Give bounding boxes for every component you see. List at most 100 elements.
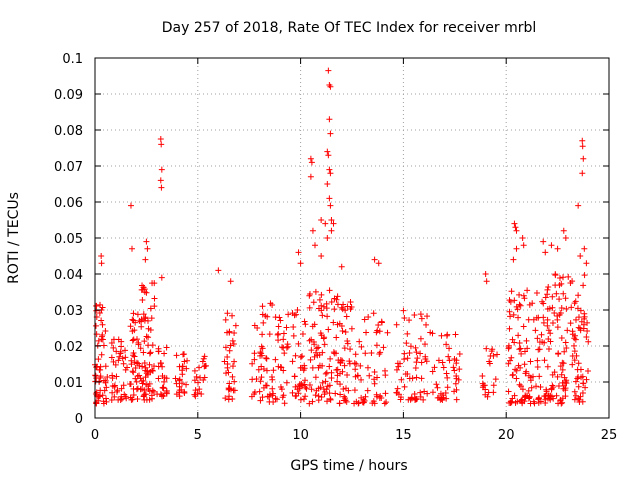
- data-point: [418, 359, 425, 366]
- data-point: [334, 372, 341, 379]
- data-point: [515, 362, 522, 369]
- data-point: [130, 317, 137, 324]
- data-point: [163, 387, 170, 394]
- data-point: [327, 170, 334, 177]
- data-point: [201, 363, 208, 370]
- data-point: [137, 375, 144, 382]
- data-point: [158, 141, 165, 148]
- data-point: [328, 217, 335, 223]
- data-point: [313, 345, 320, 352]
- data-point: [452, 331, 459, 338]
- data-point: [374, 374, 381, 381]
- data-point: [143, 381, 150, 388]
- data-point: [509, 372, 516, 379]
- data-point: [253, 376, 260, 383]
- data-point: [401, 356, 408, 363]
- data-point: [276, 314, 283, 321]
- data-point: [130, 352, 137, 359]
- data-point: [328, 369, 335, 376]
- data-point: [325, 326, 332, 333]
- data-point: [149, 342, 156, 349]
- data-point: [375, 260, 382, 267]
- data-point: [229, 395, 236, 402]
- data-point: [513, 375, 520, 382]
- data-point: [318, 217, 325, 223]
- data-point: [571, 332, 578, 339]
- data-point: [341, 345, 348, 352]
- data-point: [340, 385, 347, 392]
- data-point: [533, 383, 540, 390]
- data-point: [110, 358, 117, 365]
- data-point: [224, 310, 231, 317]
- data-point: [483, 345, 490, 352]
- data-point: [98, 351, 105, 358]
- data-point: [417, 335, 424, 342]
- data-point: [512, 366, 519, 373]
- data-point: [537, 384, 544, 391]
- data-point: [517, 302, 524, 309]
- data-point: [525, 316, 532, 323]
- data-point: [114, 387, 121, 394]
- data-point: [413, 349, 420, 356]
- data-point: [505, 388, 512, 395]
- data-point: [226, 380, 233, 387]
- data-point: [155, 375, 162, 382]
- data-point: [479, 373, 486, 380]
- data-point: [202, 362, 209, 369]
- data-point: [280, 330, 287, 337]
- data-point: [553, 392, 560, 399]
- data-point: [280, 344, 287, 351]
- y-tick-label: 0.09: [54, 88, 83, 103]
- data-point: [227, 342, 234, 349]
- data-point: [134, 311, 141, 318]
- data-point: [393, 389, 400, 396]
- data-point: [330, 220, 337, 227]
- data-point: [348, 325, 355, 332]
- data-point: [334, 301, 341, 308]
- data-point: [260, 366, 267, 373]
- data-point: [342, 397, 349, 404]
- data-point: [320, 335, 327, 342]
- data-point: [381, 400, 388, 407]
- data-point: [115, 357, 122, 364]
- data-point: [417, 350, 424, 357]
- data-point: [515, 332, 522, 339]
- data-point: [569, 361, 576, 368]
- data-point: [297, 260, 304, 267]
- data-point: [263, 355, 270, 362]
- x-tick-label: 5: [194, 428, 202, 443]
- data-point: [96, 310, 103, 317]
- data-point: [299, 353, 306, 360]
- data-point: [545, 392, 552, 399]
- data-point: [579, 390, 586, 397]
- data-point: [315, 305, 322, 312]
- data-point: [291, 373, 298, 380]
- data-point: [173, 352, 180, 359]
- data-point: [571, 335, 578, 342]
- y-tick-label: 0.02: [54, 340, 83, 355]
- y-tick-label: 0.05: [54, 232, 83, 247]
- data-point: [148, 392, 155, 399]
- data-point: [342, 307, 349, 314]
- data-point: [311, 341, 318, 348]
- data-point: [417, 311, 424, 318]
- data-point: [516, 381, 523, 388]
- data-point: [294, 307, 301, 314]
- data-point: [308, 159, 315, 166]
- data-point: [324, 181, 331, 187]
- data-point: [141, 338, 148, 345]
- data-point: [584, 368, 591, 375]
- data-point: [557, 310, 564, 317]
- data-point: [371, 256, 378, 263]
- data-point: [375, 322, 382, 329]
- data-point: [422, 353, 429, 360]
- data-point: [365, 313, 372, 320]
- data-point: [521, 361, 528, 368]
- data-point: [231, 378, 238, 385]
- data-point: [259, 331, 266, 338]
- data-point: [102, 377, 109, 384]
- data-point: [130, 391, 137, 398]
- data-point: [312, 349, 319, 356]
- data-point: [579, 137, 586, 144]
